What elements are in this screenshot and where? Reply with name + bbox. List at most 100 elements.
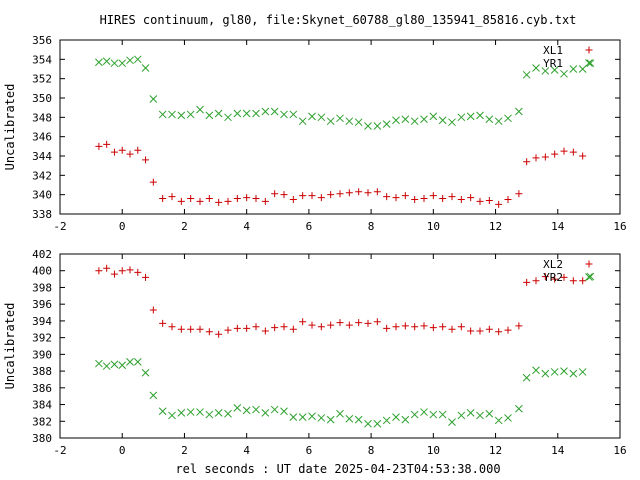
- data-point: [467, 194, 475, 202]
- data-point: [308, 192, 316, 200]
- data-point: [429, 192, 437, 200]
- x-tick-label: 4: [243, 220, 250, 233]
- data-point: [383, 324, 391, 332]
- data-point: [280, 191, 288, 199]
- data-point: [134, 146, 142, 154]
- x-tick-label: 12: [489, 444, 502, 457]
- data-point: [261, 197, 269, 205]
- y-tick-label: 384: [32, 399, 52, 412]
- data-point: [133, 55, 142, 64]
- legend-label: YR1: [543, 57, 563, 70]
- y-tick-label: 338: [32, 208, 52, 221]
- data-point: [457, 323, 465, 331]
- data-point: [196, 408, 204, 416]
- data-point: [177, 409, 186, 417]
- data-point: [224, 197, 232, 205]
- data-point: [354, 415, 363, 424]
- data-point: [373, 419, 382, 428]
- data-point: [476, 411, 484, 420]
- data-point: [438, 410, 447, 419]
- data-point: [118, 267, 126, 275]
- data-point: [392, 194, 400, 202]
- data-point: [392, 323, 400, 331]
- data-point: [327, 321, 335, 329]
- x-tick-label: 10: [427, 444, 440, 457]
- data-point: [457, 113, 466, 122]
- data-point: [317, 113, 326, 122]
- x-tick-label: 6: [306, 444, 313, 457]
- data-point: [420, 322, 428, 330]
- data-point: [466, 112, 475, 121]
- data-point: [541, 153, 549, 161]
- y-tick-label: 352: [32, 73, 52, 86]
- x-tick-label: -2: [53, 444, 66, 457]
- data-point: [401, 115, 410, 124]
- data-point: [187, 325, 195, 333]
- data-point: [118, 361, 127, 370]
- data-point: [541, 369, 550, 378]
- data-point: [392, 116, 400, 125]
- data-point: [345, 117, 354, 126]
- y-tick-label: 344: [32, 150, 52, 163]
- data-point: [168, 323, 176, 331]
- data-point: [355, 188, 363, 196]
- data-point: [522, 373, 531, 382]
- data-point: [467, 327, 475, 335]
- data-point: [141, 64, 150, 72]
- data-point: [457, 196, 465, 203]
- data-point: [103, 140, 111, 148]
- data-point: [215, 330, 223, 338]
- data-point: [252, 109, 260, 118]
- data-point: [579, 277, 587, 285]
- plot-frame: [59, 39, 621, 215]
- data-point: [261, 107, 270, 116]
- data-point: [410, 410, 419, 419]
- data-point: [224, 326, 232, 334]
- x-tick-label: 2: [181, 220, 188, 233]
- data-point: [126, 150, 134, 158]
- x-tick-label: 14: [551, 444, 565, 457]
- data-point: [149, 95, 158, 103]
- y-tick-label: 382: [32, 415, 52, 428]
- data-point: [373, 188, 381, 196]
- top-panel: -2 0 2 4 6 8 10 12 14 16 338 340 342 344 346 348 350 352 3…: [3, 34, 627, 233]
- data-point: [214, 109, 223, 118]
- data-point: [504, 414, 512, 422]
- y-tick-label: 380: [32, 432, 52, 445]
- data-point: [401, 192, 409, 200]
- data-point: [515, 404, 523, 413]
- data-point: [289, 196, 297, 203]
- data-point: [118, 59, 127, 68]
- data-point: [586, 272, 595, 281]
- data-point: [522, 70, 531, 79]
- data-point: [448, 118, 456, 127]
- data-point: [308, 321, 316, 329]
- y-tick-label: 386: [32, 382, 52, 395]
- x-tick-label: 0: [119, 444, 126, 457]
- data-point: [550, 368, 559, 376]
- data-point: [373, 318, 381, 326]
- data-point: [261, 409, 270, 417]
- data-point: [569, 369, 578, 378]
- data-point: [439, 323, 447, 331]
- y-tick-label: 342: [32, 169, 52, 182]
- data-point: [95, 359, 103, 368]
- data-point: [270, 107, 279, 116]
- data-point: [243, 194, 251, 202]
- y-tick-label: 388: [32, 365, 52, 378]
- data-point: [168, 411, 176, 420]
- y-tick-label: 354: [32, 53, 52, 66]
- data-point: [158, 110, 167, 119]
- data-point: [560, 147, 568, 155]
- y-tick-label: 400: [32, 265, 52, 278]
- data-point: [401, 322, 409, 330]
- data-point: [476, 327, 484, 335]
- data-point: [243, 324, 251, 332]
- y-axis-label: Uncalibrated: [3, 303, 17, 390]
- data-point: [149, 391, 158, 400]
- data-point: [233, 404, 242, 412]
- legend-label: XL1: [543, 44, 563, 57]
- data-point: [270, 405, 279, 414]
- data-point: [336, 319, 344, 327]
